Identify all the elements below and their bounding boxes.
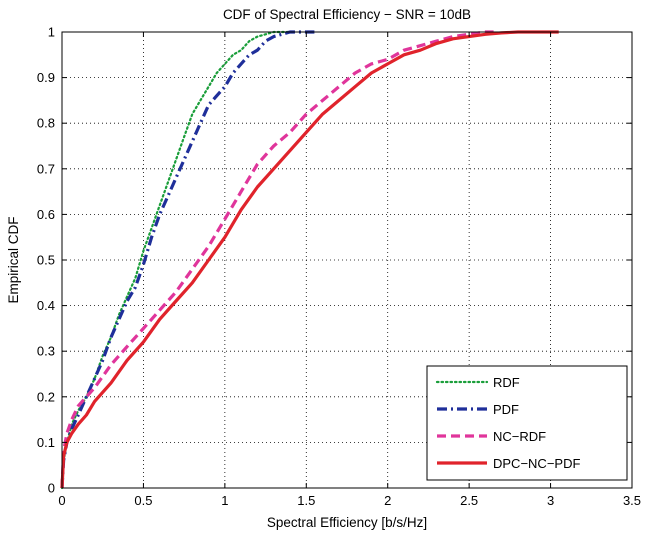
x-tick-label: 1 bbox=[221, 493, 228, 508]
x-tick-label: 0 bbox=[58, 493, 65, 508]
legend-label: PDF bbox=[493, 402, 519, 417]
legend-label: RDF bbox=[493, 375, 520, 390]
x-tick-label: 3.5 bbox=[623, 493, 641, 508]
chart-title: CDF of Spectral Efficiency − SNR = 10dB bbox=[223, 7, 471, 22]
legend-label: DPC−NC−PDF bbox=[493, 456, 580, 471]
y-tick-label: 0 bbox=[48, 481, 55, 496]
series-line-dpc-nc-pdf bbox=[60, 30, 559, 489]
y-tick-label: 0.1 bbox=[37, 435, 55, 450]
x-axis-label: Spectral Efficiency [b/s/Hz] bbox=[267, 515, 427, 530]
y-tick-label: 0.6 bbox=[37, 207, 55, 222]
legend-label: NC−RDF bbox=[493, 429, 546, 444]
x-tick-label: 0.5 bbox=[134, 493, 152, 508]
y-tick-label: 0.7 bbox=[37, 161, 55, 176]
axis-ticks: 0 0.5 1 1.5 2 2.5 3 3.5 0 0.1 0.2 0.3 0.4 0.5 0.6 0.7 0.… bbox=[37, 25, 641, 509]
legend-box bbox=[426, 365, 628, 481]
x-tick-label: 3 bbox=[547, 493, 554, 508]
y-tick-label: 0.9 bbox=[37, 70, 55, 85]
x-tick-label: 2.5 bbox=[460, 493, 478, 508]
y-tick-label: 0.3 bbox=[37, 344, 55, 359]
y-tick-label: 0.8 bbox=[37, 116, 55, 131]
legend: RDF PDF NC−RDF DPC−NC−PDF bbox=[426, 365, 628, 481]
grid bbox=[62, 32, 632, 488]
series-line-nc-rdf bbox=[60, 30, 494, 489]
x-tick-label: 2 bbox=[384, 493, 391, 508]
x-tick-label: 1.5 bbox=[297, 493, 315, 508]
y-axis-label: Empirical CDF bbox=[6, 216, 21, 303]
series-line-pdf bbox=[60, 30, 315, 489]
y-tick-label: 0.2 bbox=[37, 389, 55, 404]
series-lines bbox=[60, 30, 559, 490]
y-tick-label: 0.4 bbox=[37, 298, 55, 313]
y-tick-label: 1 bbox=[48, 25, 55, 40]
y-tick-label: 0.5 bbox=[37, 253, 55, 268]
